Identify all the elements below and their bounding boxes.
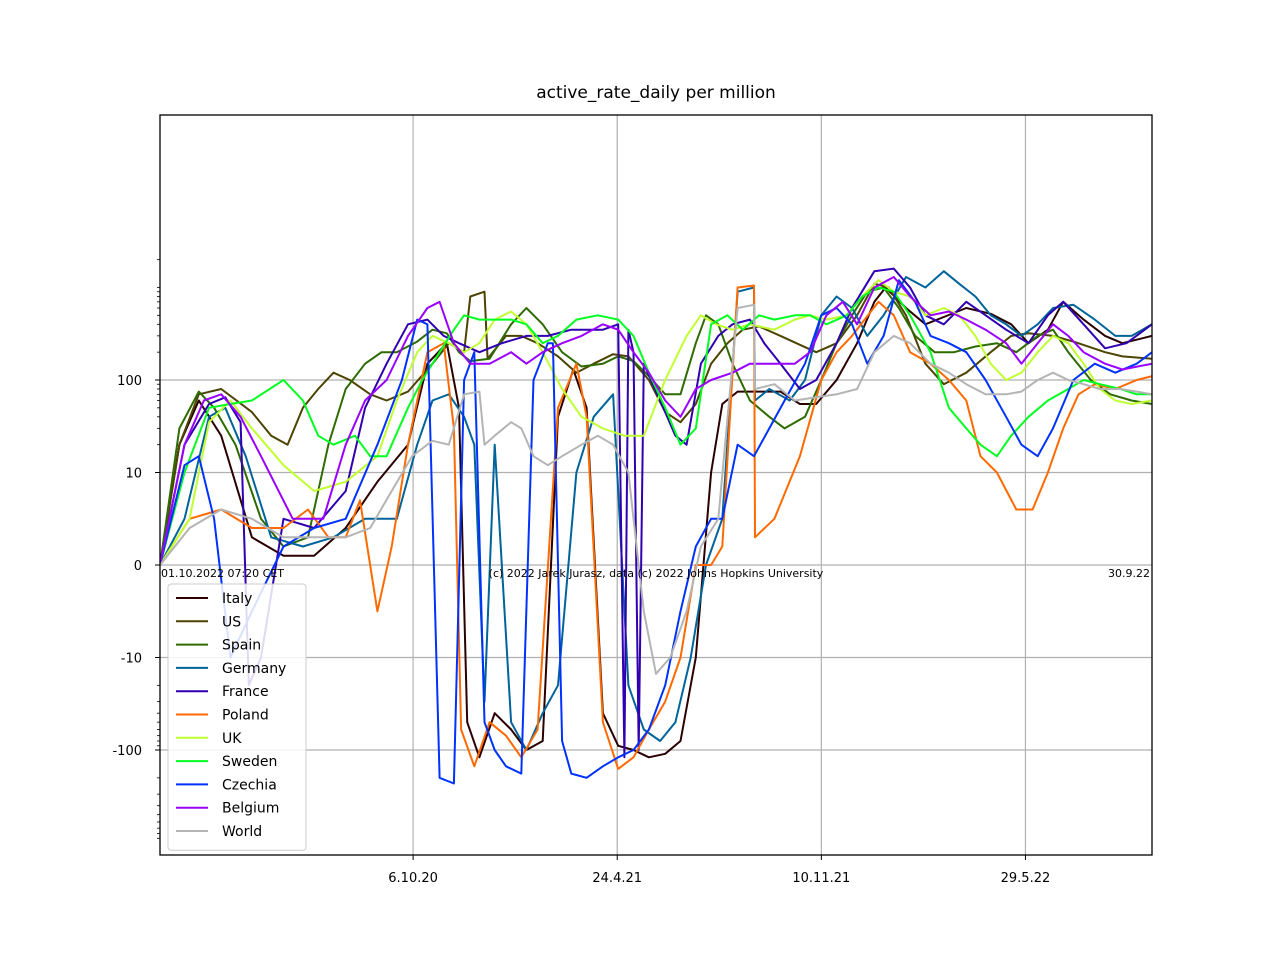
chart-title: active_rate_daily per million (536, 83, 776, 103)
legend-label: Belgium (222, 801, 279, 817)
legend-label: France (222, 684, 269, 700)
x-tick-label: 24.4.21 (592, 871, 642, 886)
x-tick-label: 10.11.21 (792, 871, 850, 886)
y-tick-label: 0 (134, 559, 142, 574)
legend-label: Sweden (222, 754, 277, 770)
series-line-czechia (160, 279, 1152, 785)
series-line-spain (160, 286, 1152, 566)
y-tick-label: -10 (121, 652, 142, 667)
legend-label: US (222, 614, 241, 630)
x-tick-label: 6.10.20 (388, 871, 438, 886)
axis-ticks: 6.10.20 24.4.21 10.11.21 29.5.22100100-10-1… (112, 259, 1051, 886)
series-line-france (160, 267, 1152, 759)
legend-label: World (222, 824, 262, 840)
y-tick-label: -100 (112, 744, 142, 759)
series-line-belgium (160, 276, 1152, 566)
legend-label: Germany (222, 661, 286, 677)
series-line-sweden (160, 286, 1152, 566)
series-line-world (160, 303, 1152, 675)
annotation-end-date: 30.9.22 (1108, 567, 1150, 580)
legend-label: Italy (222, 591, 252, 607)
y-tick-label: 100 (117, 374, 142, 389)
legend-label: Poland (222, 708, 269, 724)
legend-label: Czechia (222, 777, 277, 793)
series-line-germany (160, 270, 1152, 751)
y-tick-label: 10 (125, 467, 142, 482)
series-lines (160, 267, 1152, 785)
series-line-uk (160, 279, 1152, 566)
legend-label: UK (222, 731, 242, 747)
annotation-timestamp: 01.10.2022 07:20 CET (161, 567, 284, 580)
annotation-copyright: (c) 2022 Jarek Jurasz, data (c) 2022 Joh… (489, 567, 824, 580)
series-line-italy (160, 286, 1152, 759)
x-tick-label: 29.5.22 (1001, 871, 1051, 886)
legend: Italy US Spain Germany France Poland UK Sweden C… (167, 583, 307, 851)
plot-frame (159, 114, 1153, 856)
series-line-poland (160, 284, 1152, 770)
legend-label: Spain (222, 638, 261, 654)
